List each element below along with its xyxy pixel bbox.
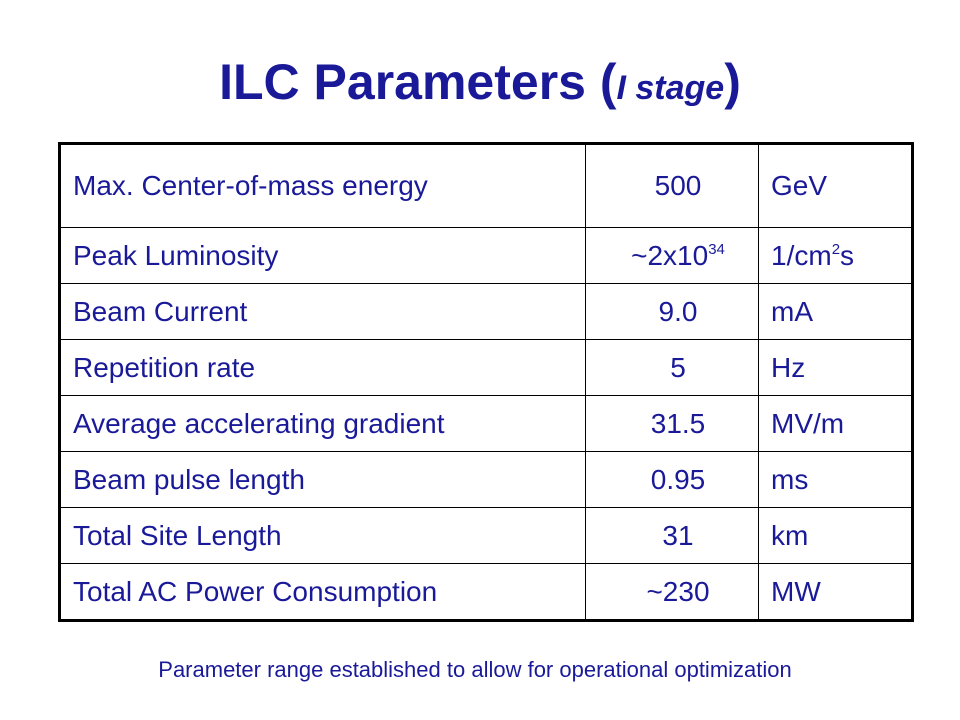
footnote: Parameter range established to allow for… [158,657,792,682]
parameter-name: Max. Center-of-mass energy [59,143,586,228]
parameter-value: 9.0 [585,283,759,340]
table-row: Beam pulse length 0.95 ms [59,451,913,508]
parameter-unit: MW [758,563,913,621]
parameter-name: Repetition rate [59,339,586,396]
parameter-unit: km [758,507,913,564]
parameter-value: 5 [585,339,759,396]
unit-tail: s [840,239,855,271]
parameter-unit: GeV [758,143,913,228]
parameter-name: Beam Current [59,283,586,340]
parameter-value: 31.5 [585,395,759,452]
parameter-unit: MV/m [758,395,913,452]
parameter-value: 31 [585,507,759,564]
parameter-name: Average accelerating gradient [59,395,586,452]
parameter-value: 500 [585,143,759,228]
parameters-table: Max. Center-of-mass energy 500 GeV Peak … [58,142,914,622]
parameter-value: ~2x1034 [585,227,759,284]
slide-title: ILC Parameters (I stage) [0,52,960,112]
parameter-value: ~230 [585,563,759,621]
title-close: ) [724,54,741,110]
title-subtitle: I stage [616,69,725,107]
parameter-unit: 1/cm2s [758,227,913,284]
table-row: Total Site Length 31 km [59,507,913,564]
parameter-name: Total Site Length [59,507,586,564]
parameter-unit: Hz [758,339,913,396]
unit-exponent: 2 [831,240,841,258]
table-row: Repetition rate 5 Hz [59,339,913,396]
table-row: Total AC Power Consumption ~230 MW [59,563,913,621]
value-exponent: 34 [708,240,725,258]
parameter-value: 0.95 [585,451,759,508]
table-row: Peak Luminosity ~2x1034 1/cm2s [59,227,913,284]
parameter-unit: mA [758,283,913,340]
value-base: ~2x10 [631,239,709,271]
parameter-name: Beam pulse length [59,451,586,508]
table-row: Max. Center-of-mass energy 500 GeV [59,143,913,228]
unit-base: 1/cm [771,239,832,271]
parameter-name: Total AC Power Consumption [59,563,586,621]
title-main: ILC Parameters ( [219,54,617,110]
parameter-unit: ms [758,451,913,508]
parameter-name: Peak Luminosity [59,227,586,284]
table-row: Average accelerating gradient 31.5 MV/m [59,395,913,452]
table-row: Beam Current 9.0 mA [59,283,913,340]
